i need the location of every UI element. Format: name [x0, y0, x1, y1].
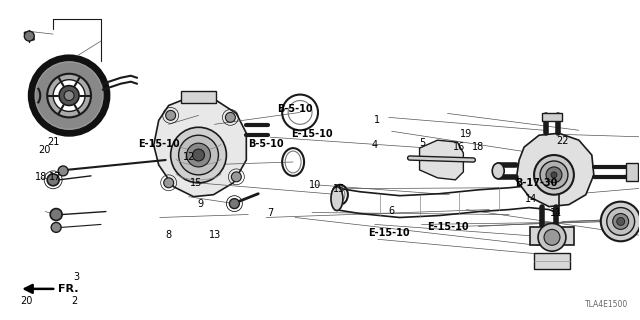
Circle shape — [51, 222, 61, 232]
Circle shape — [551, 172, 557, 178]
Bar — [534, 253, 570, 269]
Circle shape — [47, 74, 91, 117]
Ellipse shape — [331, 187, 343, 211]
Text: 3: 3 — [74, 272, 79, 282]
Circle shape — [534, 155, 574, 195]
Circle shape — [607, 208, 635, 235]
Text: E-15-10: E-15-10 — [427, 222, 468, 232]
Circle shape — [58, 166, 68, 176]
Circle shape — [164, 178, 173, 188]
Text: 20: 20 — [38, 145, 51, 155]
Text: 15: 15 — [333, 184, 346, 194]
Text: 15: 15 — [190, 178, 203, 188]
Bar — [530, 228, 574, 245]
Text: 21: 21 — [47, 137, 60, 147]
Circle shape — [612, 213, 628, 229]
Circle shape — [540, 161, 568, 189]
Circle shape — [193, 149, 205, 161]
Text: 22: 22 — [556, 136, 568, 146]
Text: 14: 14 — [525, 194, 538, 204]
Circle shape — [24, 31, 35, 41]
Text: 9: 9 — [197, 199, 204, 209]
Circle shape — [53, 80, 85, 111]
Circle shape — [31, 58, 107, 133]
Circle shape — [601, 202, 640, 241]
Ellipse shape — [492, 163, 504, 179]
Circle shape — [187, 143, 211, 167]
Polygon shape — [154, 98, 246, 197]
Bar — [626, 163, 637, 181]
Circle shape — [64, 91, 74, 100]
Circle shape — [546, 167, 562, 183]
Text: B-17-30: B-17-30 — [515, 178, 558, 188]
Bar — [180, 91, 216, 102]
Text: 20: 20 — [20, 296, 33, 306]
Circle shape — [179, 135, 218, 175]
Text: 19: 19 — [460, 129, 473, 139]
Circle shape — [544, 229, 560, 245]
Circle shape — [225, 112, 236, 122]
Polygon shape — [516, 133, 594, 207]
Text: 7: 7 — [267, 208, 273, 218]
Text: 8: 8 — [165, 230, 172, 241]
Circle shape — [538, 223, 566, 251]
Text: 12: 12 — [182, 152, 195, 162]
Text: B-5-10: B-5-10 — [276, 104, 312, 114]
Text: B-5-10: B-5-10 — [248, 139, 284, 149]
Circle shape — [229, 199, 239, 209]
Text: E-15-10: E-15-10 — [368, 228, 410, 238]
Circle shape — [50, 209, 62, 220]
Text: FR.: FR. — [58, 284, 79, 294]
Text: 5: 5 — [419, 138, 425, 148]
Polygon shape — [420, 140, 463, 180]
Text: TLA4E1500: TLA4E1500 — [586, 300, 628, 309]
Text: 4: 4 — [372, 140, 378, 150]
Text: E-15-10: E-15-10 — [139, 139, 180, 148]
Text: 11: 11 — [550, 208, 562, 218]
Text: 18: 18 — [472, 142, 484, 152]
Circle shape — [35, 62, 103, 129]
Text: 6: 6 — [388, 206, 394, 216]
Circle shape — [59, 86, 79, 106]
Circle shape — [166, 110, 175, 120]
Circle shape — [171, 127, 227, 183]
Text: E-15-10: E-15-10 — [292, 129, 333, 139]
Text: 17: 17 — [49, 172, 61, 182]
Circle shape — [617, 218, 625, 225]
Text: 18: 18 — [35, 172, 47, 182]
Bar — [542, 113, 562, 121]
Text: 13: 13 — [209, 230, 221, 241]
Circle shape — [232, 172, 241, 182]
Text: 16: 16 — [452, 142, 465, 152]
Text: 1: 1 — [374, 115, 380, 125]
Text: 2: 2 — [72, 296, 78, 306]
Text: 10: 10 — [308, 180, 321, 190]
Circle shape — [47, 174, 59, 186]
